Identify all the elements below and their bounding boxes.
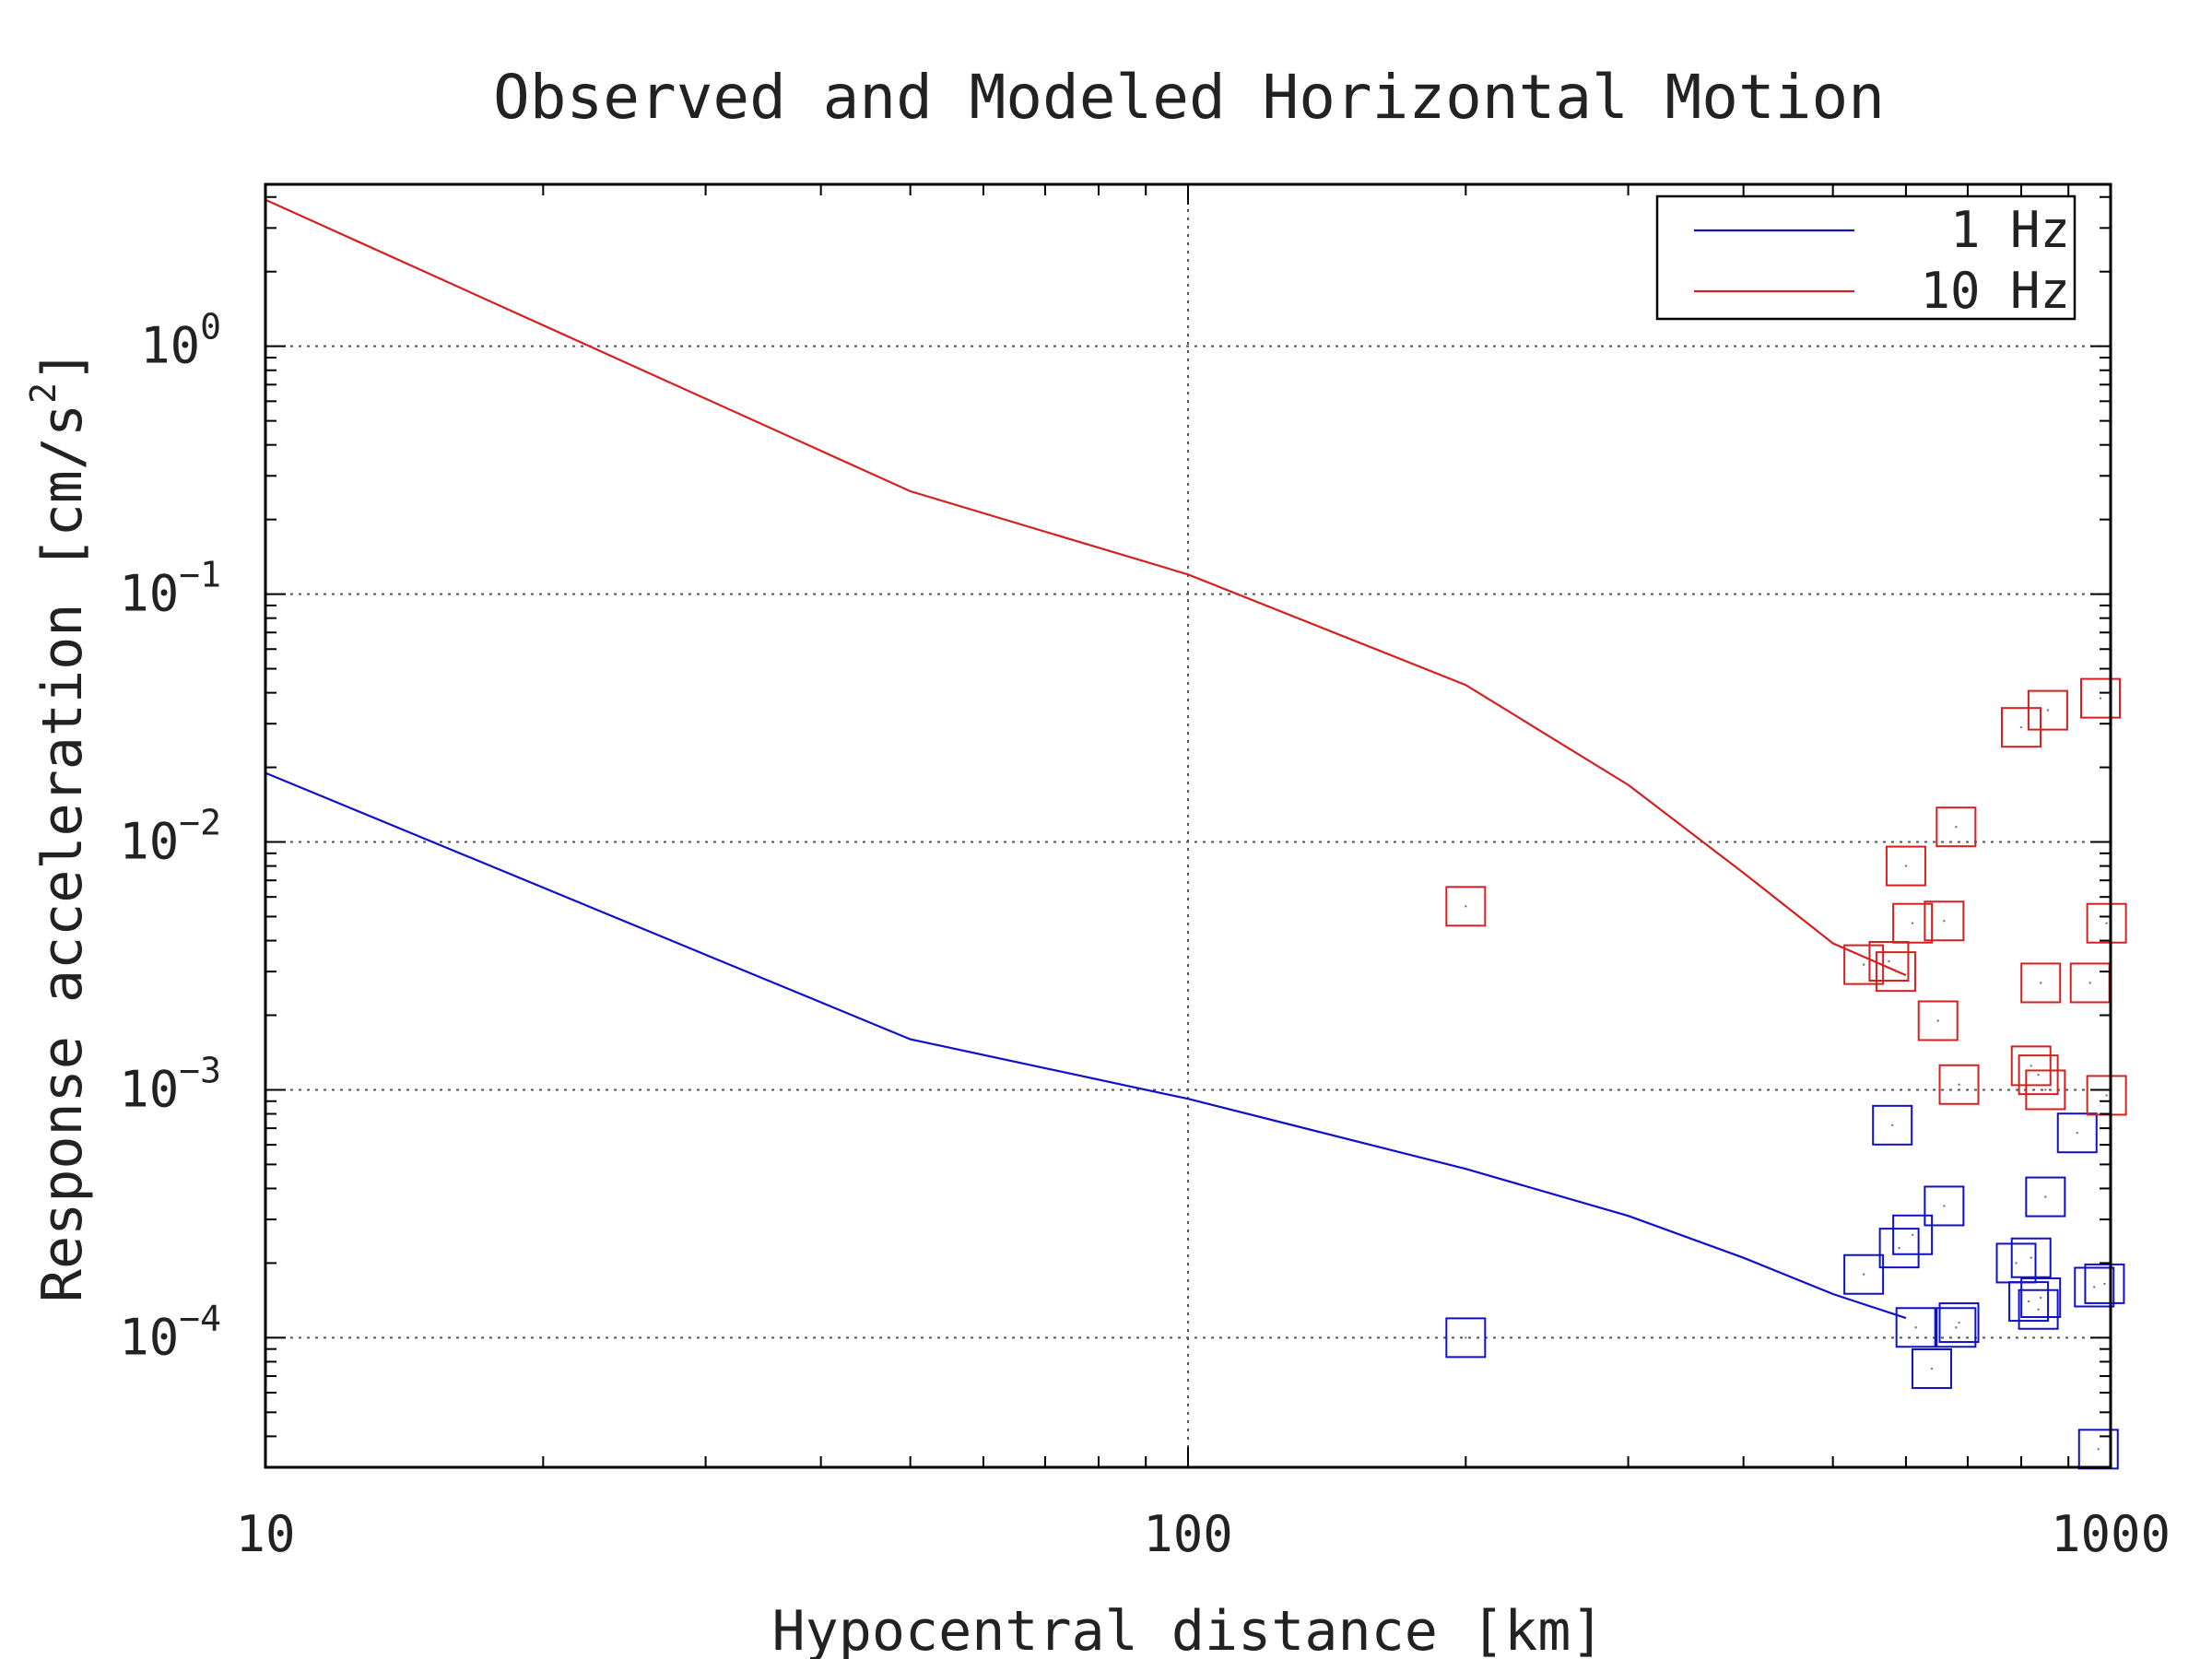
point-center-dot [2097, 1448, 2100, 1451]
observed-point [2079, 677, 2121, 719]
point-center-dot [2105, 922, 2108, 924]
observed-point [1911, 1347, 1952, 1389]
model-line [265, 198, 1907, 977]
legend-box [1655, 194, 2077, 321]
point-center-dot [1862, 963, 1865, 966]
point-center-dot [1930, 1367, 1934, 1371]
point-center-dot [1958, 1321, 1960, 1324]
observed-point [1924, 900, 1965, 942]
point-center-dot [2027, 1300, 2030, 1303]
point-center-dot [2040, 982, 2042, 984]
point-center-dot [1862, 1273, 1865, 1276]
observed-point [1938, 1302, 1980, 1344]
observed-point [2020, 1277, 2062, 1318]
observed-point [2020, 962, 2062, 1004]
point-center-dot [1943, 920, 1946, 923]
point-center-dot [1465, 905, 1467, 908]
point-center-dot [1955, 826, 1958, 829]
y-tick-label: 10−2 [119, 803, 221, 871]
y-tick-label: 10−4 [119, 1298, 221, 1366]
point-center-dot [2040, 1296, 2042, 1300]
x-axis-label: Hypocentral distance [km] [771, 1599, 1604, 1659]
point-center-dot [2037, 1308, 2040, 1311]
point-center-dot [2103, 1282, 2106, 1286]
x-tick-label: 100 [1143, 1505, 1233, 1563]
observed-point [1868, 941, 1910, 982]
observed-point [2010, 1045, 2052, 1087]
series-1hz [265, 771, 2125, 1470]
point-center-dot [1911, 922, 1914, 924]
y-tick-label: 10−1 [119, 555, 221, 623]
observed-point [1936, 806, 1977, 848]
chart-title: Observed and Modeled Horizontal Motion [493, 62, 1885, 133]
point-center-dot [1943, 1205, 1946, 1207]
observed-point [2008, 1281, 2050, 1323]
y-axis-label: Response acceleration [cm/s2] [23, 349, 95, 1302]
axis-ticks: 10 100 1000 100 10−1 10−2 10−3 10−4 [119, 184, 2171, 1563]
point-center-dot [1911, 1233, 1914, 1236]
observed-point [2025, 1176, 2066, 1218]
observed-point [1875, 951, 1916, 993]
observed-point [2018, 1054, 2059, 1096]
observed-point [1895, 1307, 1936, 1348]
observed-point [1924, 1185, 1965, 1227]
observed-point [1878, 1228, 1920, 1269]
point-center-dot [1465, 1336, 1467, 1339]
observed-point [2000, 707, 2041, 748]
point-center-dot [1914, 1326, 1917, 1329]
point-center-dot [2015, 1262, 2018, 1265]
point-center-dot [2037, 1073, 2040, 1077]
point-center-dot [2030, 1065, 2032, 1067]
point-center-dot [2093, 1286, 2096, 1288]
point-center-dot [1958, 1083, 1960, 1086]
y-tick-label: 100 [140, 307, 221, 375]
model-line [265, 771, 1907, 1320]
x-tick-label: 1000 [2051, 1505, 2171, 1563]
observed-point [1885, 845, 1926, 887]
point-center-dot [2030, 1256, 2032, 1259]
point-center-dot [1888, 959, 1890, 963]
observed-point [1938, 1064, 1980, 1105]
observed-point [2027, 689, 2068, 731]
observed-point [1892, 902, 1934, 944]
observed-point [2084, 1263, 2125, 1304]
observed-point [2056, 1112, 2098, 1154]
observed-point [1872, 1104, 1913, 1146]
grid-lines [265, 184, 2111, 1467]
observed-point [1843, 1253, 1885, 1295]
point-center-dot [2019, 725, 2023, 729]
x-tick-label: 10 [235, 1505, 295, 1563]
point-center-dot [2105, 1094, 2108, 1097]
point-center-dot [1894, 970, 1898, 973]
point-center-dot [2046, 709, 2050, 712]
point-center-dot [1898, 1246, 1900, 1250]
series-layer [265, 198, 2127, 1470]
point-center-dot [1936, 1019, 1939, 1022]
series-10hz [265, 198, 2127, 1116]
observed-point [2018, 1288, 2059, 1330]
observed-point [2074, 1266, 2115, 1308]
point-center-dot [1904, 865, 1908, 867]
observed-point [2086, 902, 2127, 944]
point-center-dot [2044, 1088, 2047, 1091]
observed-point [2025, 1069, 2066, 1111]
point-center-dot [2099, 697, 2102, 700]
point-center-dot [1955, 1326, 1958, 1329]
observed-point [1445, 1317, 1487, 1359]
legend-label: 10 Hz [1920, 262, 2070, 320]
observed-point [1843, 944, 1885, 985]
point-center-dot [2088, 982, 2091, 984]
point-center-dot [2076, 1132, 2078, 1135]
observed-point [2010, 1237, 2052, 1278]
observed-point [1917, 1000, 1959, 1041]
point-center-dot [1890, 1124, 1894, 1127]
legend-label: 1 Hz [1950, 201, 2070, 259]
y-tick-label: 10−3 [119, 1050, 221, 1118]
observed-point [1445, 886, 1487, 927]
point-center-dot [2044, 1195, 2047, 1198]
observed-point [1892, 1214, 1934, 1255]
observed-point [1936, 1307, 1977, 1348]
